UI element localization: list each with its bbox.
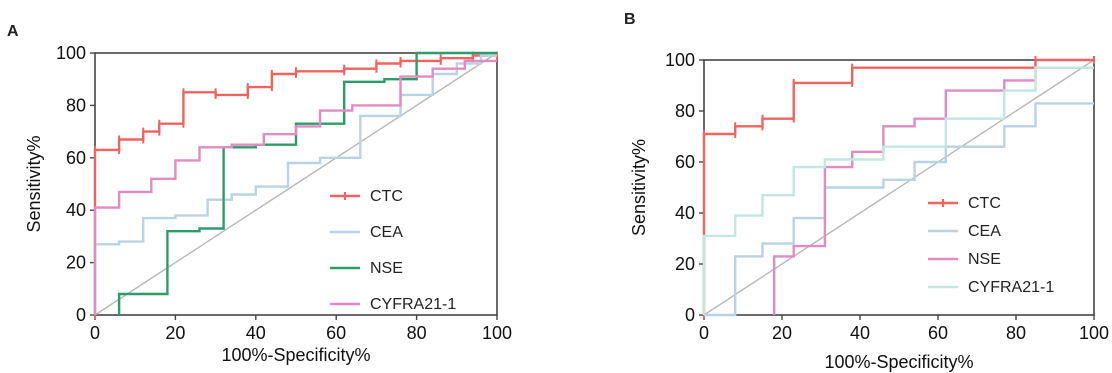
- x-tick-label: 60: [928, 323, 948, 343]
- x-tick-label: 40: [850, 323, 870, 343]
- panel-label: B: [624, 11, 636, 28]
- series-line-cea: [93, 54, 497, 315]
- x-tick-label: 0: [90, 323, 100, 343]
- y-tick-label: 20: [675, 254, 695, 274]
- legend-label-cyfra21-1: CYFRA21-1: [370, 296, 456, 313]
- y-tick-label: 60: [66, 148, 86, 168]
- x-tick-label: 20: [772, 323, 792, 343]
- series-line-nse: [773, 66, 1094, 315]
- x-tick-label: 60: [326, 323, 346, 343]
- x-tick-label: 0: [699, 323, 709, 343]
- y-tick-label: 20: [66, 253, 86, 273]
- x-axis-label: 100%-Specificity%: [824, 352, 973, 372]
- series-line-cea: [704, 102, 1094, 317]
- y-tick-label: 100: [56, 43, 86, 63]
- y-tick-label: 0: [685, 305, 695, 325]
- panel-a: A 00 20 20 40 40 60 60 80 80 100 100 100%-Specificit…: [7, 23, 512, 365]
- x-tick-label: 40: [246, 323, 266, 343]
- series-line-cyfra21-1: [93, 59, 497, 315]
- legend-label-ctc: CTC: [968, 195, 1001, 212]
- panel-b: B 00 20 20 40 40 60 60 80 80 100 100 100%-Specificit…: [624, 11, 1109, 372]
- y-tick-label: 80: [66, 95, 86, 115]
- y-tick-label: 40: [675, 203, 695, 223]
- x-tick-label: 100: [482, 323, 512, 343]
- y-tick-label: 0: [76, 305, 86, 325]
- panel-label: A: [7, 23, 19, 40]
- legend-label-nse: NSE: [968, 251, 1001, 268]
- x-tick-label: 80: [1006, 323, 1026, 343]
- legend-label-cyfra21-1: CYFRA21-1: [968, 279, 1054, 296]
- legend-label-ctc: CTC: [370, 188, 403, 205]
- series-line-cyfra21-1: [702, 66, 1094, 315]
- x-tick-label: 80: [407, 323, 427, 343]
- legend-label-cea: CEA: [370, 224, 403, 241]
- x-axis-label: 100%-Specificity%: [221, 345, 370, 365]
- series-line-nse: [117, 51, 497, 315]
- y-axis-label: Sensitivity%: [24, 135, 44, 232]
- y-axis-label: Sensitivity%: [629, 139, 649, 236]
- y-tick-label: 80: [675, 101, 695, 121]
- y-tick-label: 100: [665, 50, 695, 70]
- reference-diagonal: [94, 52, 498, 316]
- y-tick-label: 60: [675, 152, 695, 172]
- legend-label-nse: NSE: [370, 260, 403, 277]
- x-tick-label: 20: [165, 323, 185, 343]
- legend-label-cea: CEA: [968, 223, 1001, 240]
- reference-diagonal: [703, 59, 1095, 316]
- x-tick-label: 100: [1079, 323, 1109, 343]
- y-tick-label: 40: [66, 200, 86, 220]
